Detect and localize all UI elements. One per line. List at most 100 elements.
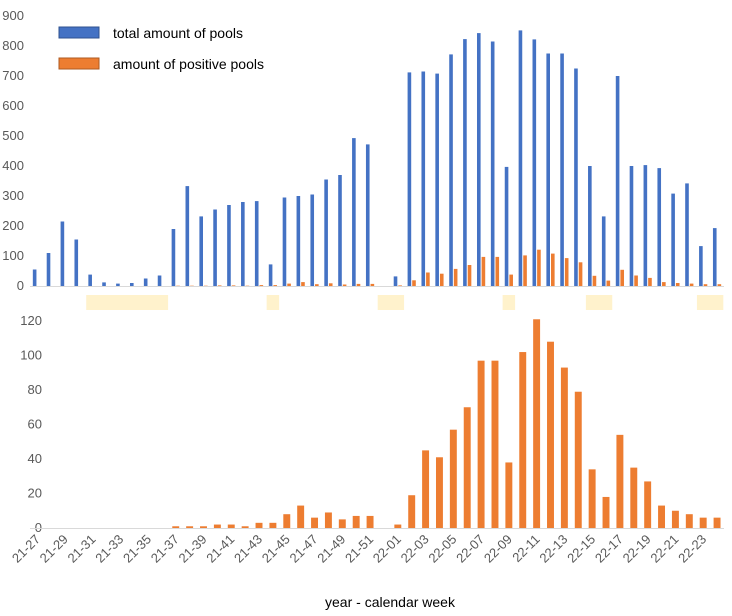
top-bar-positive-22-23 bbox=[703, 284, 708, 286]
x-tick-label-22-23: 22-23 bbox=[675, 532, 709, 566]
x-tick-label-21-29: 21-29 bbox=[37, 532, 71, 566]
top-bar-total-21-42 bbox=[241, 202, 245, 286]
bottom-bar-positive-21-51 bbox=[366, 515, 374, 528]
x-tick-label-22-01: 22-01 bbox=[370, 532, 404, 566]
bottom-bar-positive-22-08 bbox=[491, 360, 499, 528]
top-bar-positive-21-40 bbox=[217, 285, 222, 286]
top-y-tick-label: 100 bbox=[2, 248, 24, 263]
top-bar-total-22-13 bbox=[560, 53, 564, 286]
top-y-tick-label: 800 bbox=[2, 38, 24, 53]
x-tick-label-22-05: 22-05 bbox=[425, 532, 459, 566]
top-bar-total-22-20 bbox=[657, 168, 662, 286]
bottom-bar-positive-22-01 bbox=[394, 524, 402, 528]
legend-label-positive: amount of positive pools bbox=[113, 56, 264, 72]
bottom-bar-positive-22-02 bbox=[408, 495, 416, 528]
top-y-tick-label: 200 bbox=[2, 218, 24, 233]
bottom-bar-positive-22-11 bbox=[533, 319, 541, 528]
top-bar-total-22-07 bbox=[476, 33, 481, 286]
bottom-y-tick-label: 100 bbox=[20, 348, 42, 363]
top-bar-positive-21-45 bbox=[287, 283, 291, 286]
top-bar-total-21-33 bbox=[116, 283, 120, 286]
legend-label-total: total amount of pools bbox=[113, 25, 243, 41]
top-bar-total-21-50 bbox=[352, 138, 356, 286]
bottom-y-tick-label: 40 bbox=[28, 451, 42, 466]
bottom-bar-positive-21-48 bbox=[324, 512, 332, 528]
bottom-bar-positive-21-50 bbox=[352, 515, 360, 528]
top-bar-total-21-32 bbox=[102, 282, 106, 286]
bottom-bar-positive-22-13 bbox=[560, 367, 568, 528]
top-chart: 0 100 200 300 400 500 600 700 800 900 bbox=[2, 8, 724, 293]
x-tick-label-22-15: 22-15 bbox=[564, 532, 598, 566]
top-bar-positive-21-49 bbox=[342, 284, 347, 286]
bottom-bar-positive-21-37 bbox=[172, 526, 180, 528]
top-bar-positive-22-01 bbox=[398, 285, 402, 286]
x-tick-label-21-39: 21-39 bbox=[176, 532, 210, 566]
top-y-tick-label: 0 bbox=[17, 278, 24, 293]
bottom-y-tick-label: 0 bbox=[35, 520, 42, 535]
highlight-band-0 bbox=[86, 295, 169, 310]
bottom-bar-positive-21-41 bbox=[227, 524, 235, 528]
top-bar-total-22-15 bbox=[588, 166, 592, 286]
bottom-bar-positive-22-14 bbox=[574, 391, 582, 528]
top-bar-total-22-09 bbox=[504, 166, 509, 286]
x-tick-label-21-47: 21-47 bbox=[287, 532, 321, 566]
bottom-bar-positive-22-03 bbox=[422, 450, 430, 528]
top-bar-total-22-12 bbox=[546, 53, 550, 286]
top-bar-positive-21-51 bbox=[370, 283, 375, 286]
top-bar-positive-21-41 bbox=[231, 285, 236, 286]
top-bar-total-22-05 bbox=[449, 54, 453, 287]
top-bar-total-21-46 bbox=[296, 196, 301, 286]
top-bar-total-22-23 bbox=[699, 246, 703, 286]
top-bar-total-21-49 bbox=[338, 175, 342, 286]
top-bar-positive-22-07 bbox=[481, 256, 486, 286]
top-bar-positive-22-12 bbox=[551, 253, 555, 286]
top-bar-positive-21-48 bbox=[328, 283, 333, 286]
top-bar-positive-22-15 bbox=[592, 275, 597, 286]
bottom-bar-positive-21-38 bbox=[186, 526, 194, 528]
top-y-tick-label: 600 bbox=[2, 98, 24, 113]
top-bar-positive-22-13 bbox=[564, 258, 569, 286]
top-bar-positive-22-16 bbox=[606, 280, 611, 286]
bottom-bar-positive-22-04 bbox=[435, 457, 443, 528]
top-bar-total-22-21 bbox=[671, 193, 675, 286]
top-bar-total-21-30 bbox=[74, 239, 79, 286]
x-tick-label-22-03: 22-03 bbox=[398, 532, 432, 566]
bottom-bar-positive-21-46 bbox=[297, 505, 305, 528]
top-bar-positive-22-08 bbox=[495, 256, 500, 286]
x-tick-label-21-51: 21-51 bbox=[342, 532, 376, 566]
legend-swatch-positive bbox=[58, 57, 100, 70]
top-bar-total-22-19 bbox=[643, 165, 648, 286]
x-tick-label-21-37: 21-37 bbox=[148, 532, 182, 566]
top-bar-total-21-41 bbox=[227, 205, 231, 286]
top-bar-total-22-24 bbox=[712, 228, 717, 286]
top-bar-positive-22-24 bbox=[717, 284, 722, 286]
top-bar-positive-21-47 bbox=[315, 284, 319, 286]
top-bar-total-21-45 bbox=[282, 197, 287, 286]
bottom-bar-positive-21-49 bbox=[338, 519, 346, 528]
highlight-band-3 bbox=[502, 295, 516, 310]
top-bar-positive-22-17 bbox=[620, 269, 625, 286]
top-bar-total-22-04 bbox=[435, 73, 439, 286]
top-bar-total-22-02 bbox=[407, 72, 412, 287]
x-tick-label-22-17: 22-17 bbox=[592, 532, 626, 566]
top-bar-positive-22-21 bbox=[675, 283, 680, 286]
top-bar-total-22-06 bbox=[463, 39, 467, 286]
bottom-bar-positive-21-45 bbox=[283, 514, 291, 528]
top-y-tick-label: 500 bbox=[2, 128, 24, 143]
top-bar-positive-21-44 bbox=[273, 285, 278, 286]
bottom-y-tick-label: 120 bbox=[20, 313, 42, 328]
bottom-bar-positive-21-43 bbox=[255, 522, 263, 528]
top-y-tick-label: 400 bbox=[2, 158, 24, 173]
top-bar-positive-22-03 bbox=[426, 272, 430, 286]
top-bar-total-21-31 bbox=[88, 274, 92, 286]
bottom-bar-positive-21-44 bbox=[269, 522, 277, 528]
top-bar-positive-22-20 bbox=[662, 282, 666, 286]
top-bar-total-22-22 bbox=[685, 183, 689, 286]
bottom-bar-positive-22-12 bbox=[547, 341, 554, 528]
bottom-bar-positive-21-42 bbox=[241, 526, 249, 528]
top-bar-total-21-51 bbox=[365, 144, 370, 286]
top-bar-positive-22-06 bbox=[467, 265, 472, 286]
top-y-tick-label: 900 bbox=[2, 8, 24, 23]
bottom-y-tick-label: 20 bbox=[28, 486, 42, 501]
